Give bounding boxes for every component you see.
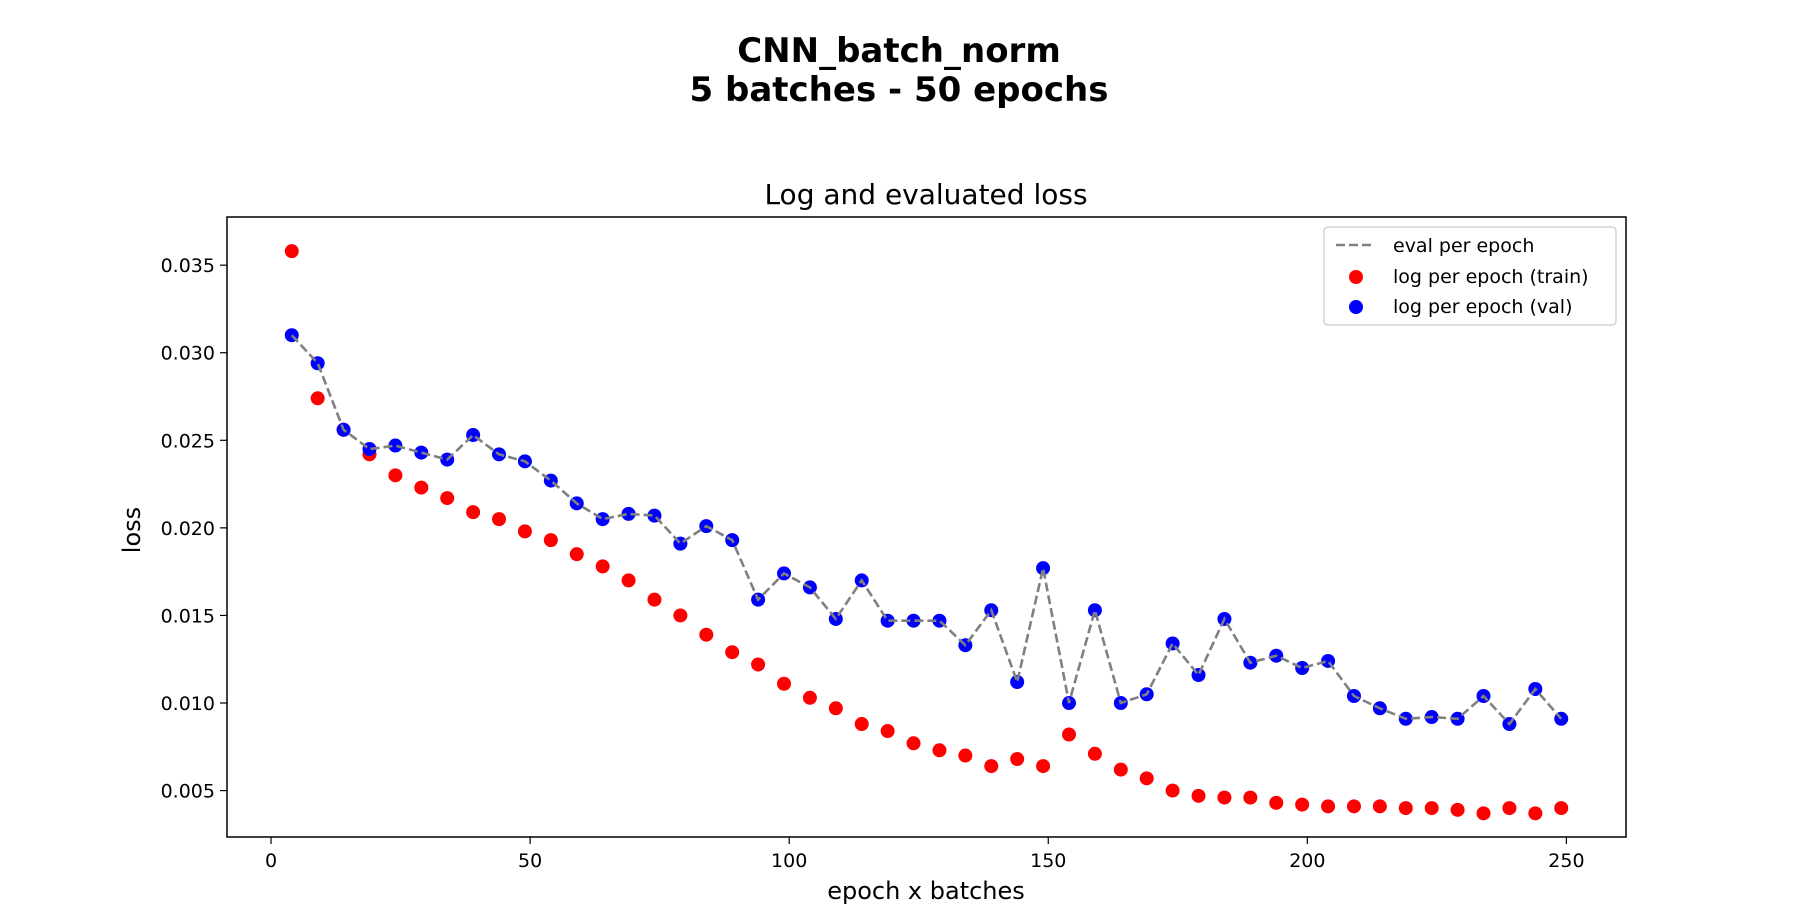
plot-area	[284, 244, 1569, 821]
val-loss-point	[388, 438, 403, 453]
axes-frame	[226, 216, 1627, 838]
train-loss-point	[984, 759, 999, 774]
train-loss-point	[751, 657, 766, 672]
eval-loss-line	[290, 334, 1563, 727]
y-tick-label: 0.035	[161, 255, 215, 277]
legend-eval-label: eval per epoch	[1393, 235, 1534, 257]
train-loss-point	[1321, 799, 1336, 814]
train-loss-point	[595, 559, 610, 574]
y-tick-label: 0.010	[161, 693, 215, 715]
train-loss-point	[906, 736, 921, 751]
train-loss-point	[958, 748, 973, 763]
legend-train-marker	[1349, 270, 1363, 284]
train-loss-point	[310, 391, 325, 406]
train-loss-point	[673, 608, 688, 623]
axes-title: Log and evaluated loss	[764, 178, 1087, 211]
train-loss-point	[1269, 795, 1284, 810]
y-tick-label: 0.005	[161, 781, 215, 803]
x-tick-label: 100	[771, 850, 807, 872]
y-tick-label: 0.030	[161, 343, 215, 365]
train-loss-point	[466, 505, 481, 520]
y-tick-label: 0.015	[161, 605, 215, 627]
train-loss-point	[1191, 788, 1206, 803]
train-loss-point	[647, 592, 662, 607]
train-loss-point	[1243, 790, 1258, 805]
train-loss-point	[1346, 799, 1361, 814]
y-axis-ticks: 0.005 0.010 0.015 0.020 0.025 0.030 0.035	[161, 255, 227, 803]
val-loss-point	[621, 506, 636, 521]
train-loss-point	[1036, 759, 1051, 774]
y-axis-label: loss	[118, 507, 146, 553]
train-loss-point	[1010, 752, 1025, 767]
train-loss-point	[854, 717, 869, 732]
x-tick-label: 150	[1030, 850, 1066, 872]
train-loss-point	[725, 645, 740, 660]
train-loss-point	[517, 524, 532, 539]
train-loss-point	[1476, 806, 1491, 821]
x-tick-label: 0	[265, 850, 277, 872]
val-loss-point	[1087, 603, 1102, 618]
train-loss-point	[1113, 762, 1128, 777]
x-tick-label: 250	[1548, 850, 1584, 872]
val-loss-point	[414, 445, 429, 460]
train-loss-point	[1528, 806, 1543, 821]
train-loss-point	[1554, 801, 1569, 816]
legend-train-label: log per epoch (train)	[1393, 266, 1589, 288]
train-loss-point	[1061, 727, 1076, 742]
train-loss-point	[543, 533, 558, 548]
y-tick-label: 0.020	[161, 518, 215, 540]
figure-title-line-2: 5 batches - 50 epochs	[690, 70, 1109, 110]
train-loss-point	[802, 690, 817, 705]
x-tick-label: 50	[518, 850, 542, 872]
train-loss-point	[414, 480, 429, 495]
y-tick-label: 0.025	[161, 430, 215, 452]
legend: eval per epoch log per epoch (train) log…	[1323, 226, 1617, 326]
train-loss-point	[1398, 801, 1413, 816]
legend-val-marker	[1349, 300, 1363, 314]
x-axis-ticks: 0 50 100 150 200 250	[265, 837, 1585, 872]
train-loss-point	[1087, 746, 1102, 761]
train-loss-point	[621, 573, 636, 588]
train-loss-point	[932, 743, 947, 758]
train-loss-point	[1372, 799, 1387, 814]
val-loss-point	[1036, 561, 1051, 576]
train-loss-point	[569, 547, 584, 562]
val-loss-point	[1295, 660, 1310, 675]
train-loss-point	[1424, 801, 1439, 816]
train-loss-point	[1502, 801, 1517, 816]
legend-val-label: log per epoch (val)	[1393, 296, 1573, 318]
train-loss-point	[1217, 790, 1232, 805]
train-loss-point	[777, 676, 792, 691]
train-loss-point	[492, 512, 507, 527]
train-loss-point	[828, 701, 843, 716]
train-loss-point	[1295, 797, 1310, 812]
train-loss-point	[699, 627, 714, 642]
train-loss-point	[1139, 771, 1154, 786]
train-loss-point	[1165, 783, 1180, 798]
train-loss-point	[388, 468, 403, 483]
train-loss-point	[880, 724, 895, 739]
train-loss-point	[1450, 802, 1465, 817]
legend-box	[1323, 226, 1617, 326]
figure-title-line-1: CNN_batch_norm	[737, 31, 1061, 71]
x-axis-label: epoch x batches	[827, 877, 1025, 905]
val-loss-point	[1010, 675, 1025, 689]
train-loss-point	[440, 491, 455, 506]
val-loss-point	[906, 613, 921, 628]
x-tick-label: 200	[1289, 850, 1325, 872]
train-loss-point	[284, 244, 299, 259]
